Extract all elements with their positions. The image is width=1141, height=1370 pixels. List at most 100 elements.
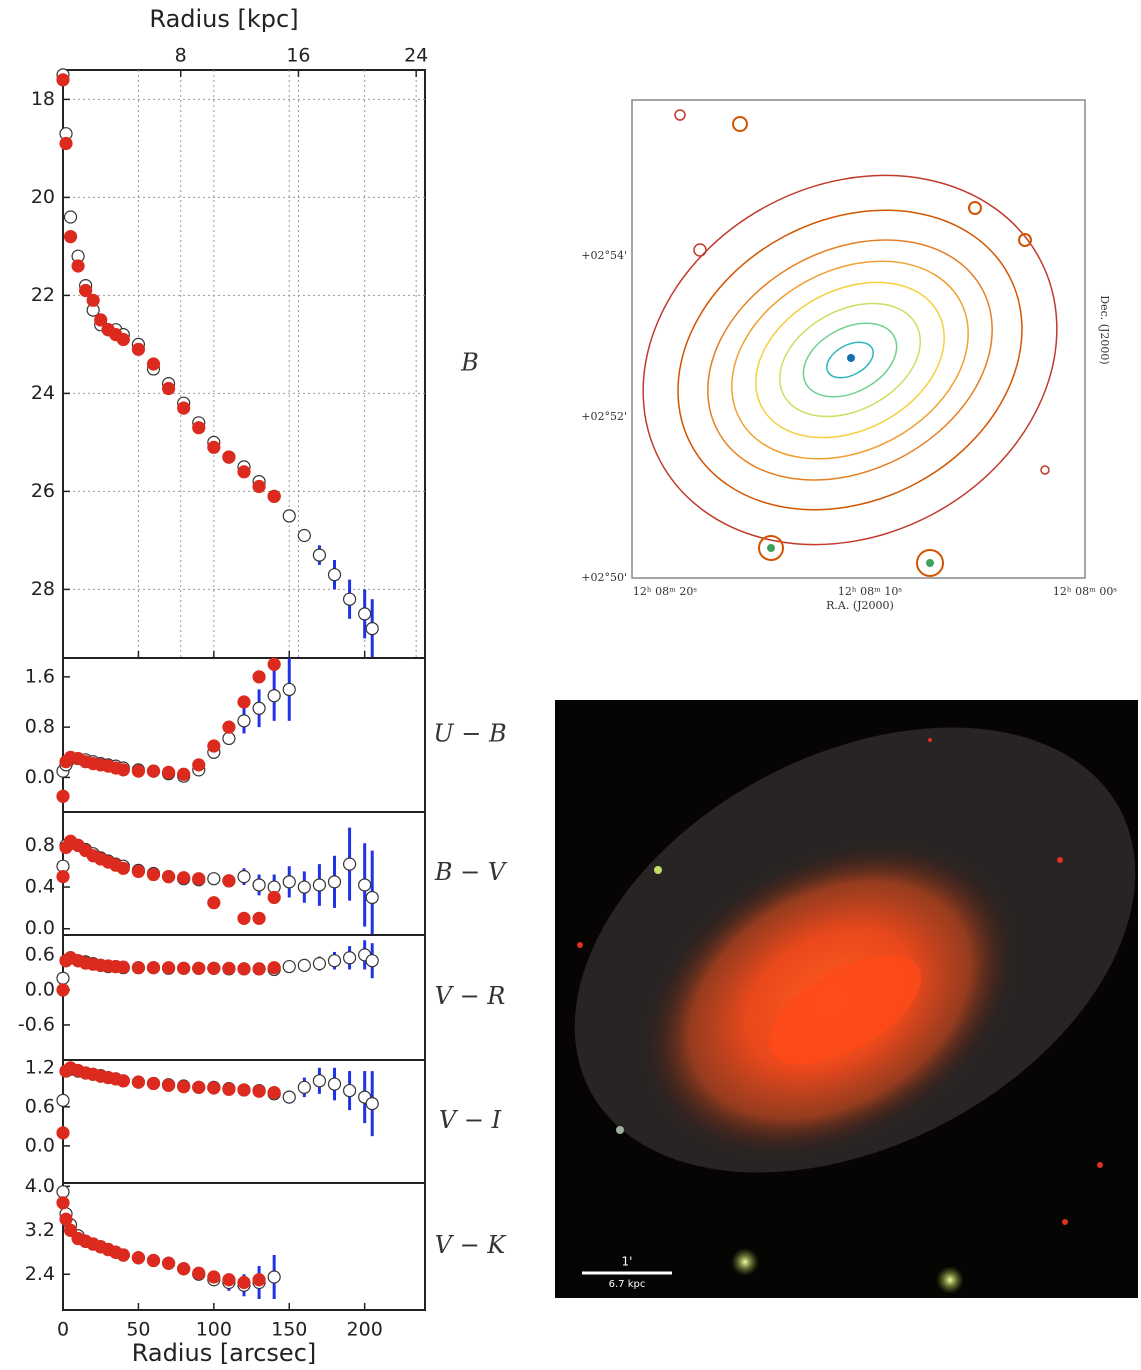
scale-label: 1' xyxy=(622,1255,633,1269)
data-point xyxy=(177,871,191,885)
contour-map xyxy=(631,99,1086,579)
data-point xyxy=(237,962,251,976)
data-point xyxy=(297,1080,311,1094)
data-point xyxy=(116,1074,130,1088)
x-axis-label: Radius [arcsec] xyxy=(132,1339,317,1367)
x-tick-label: 0 xyxy=(57,1319,69,1341)
data-point xyxy=(177,1262,191,1276)
data-point xyxy=(342,857,357,871)
y-tick-label: 1.6 xyxy=(25,665,55,687)
data-point xyxy=(237,714,251,728)
x-tick-label: 50 xyxy=(126,1319,150,1341)
data-point xyxy=(116,763,130,777)
data-point xyxy=(327,1077,342,1091)
data-point xyxy=(161,1078,176,1092)
data-point xyxy=(342,592,357,606)
y-tick-label: 26 xyxy=(31,480,55,502)
data-point xyxy=(207,1081,221,1095)
data-point xyxy=(116,1248,130,1262)
dec-tick-label: +02°52' xyxy=(581,410,627,423)
data-point xyxy=(267,689,281,703)
data-point xyxy=(237,1275,251,1290)
data-point xyxy=(282,875,296,889)
data-point xyxy=(146,867,161,882)
data-point xyxy=(192,758,206,772)
data-point xyxy=(56,1185,70,1199)
data-point xyxy=(282,509,296,523)
data-point xyxy=(297,880,311,894)
data-point xyxy=(252,911,266,925)
ra-tick-label: 12ʰ 08ᵐ 20ˢ xyxy=(633,585,697,598)
data-point xyxy=(267,489,281,503)
data-point xyxy=(94,313,108,327)
dec-tick-label: +02°54' xyxy=(581,249,627,262)
y-tick-label: 4.0 xyxy=(25,1175,55,1197)
data-point xyxy=(365,954,379,968)
y-tick-label: 0.8 xyxy=(25,834,55,856)
y-tick-label: 0.0 xyxy=(25,978,55,1000)
data-point xyxy=(131,764,146,778)
data-point xyxy=(161,870,176,884)
y-tick-label: 0.8 xyxy=(25,716,55,738)
data-point xyxy=(267,890,281,905)
data-point xyxy=(161,381,176,396)
ra-label: R.A. (J2000) xyxy=(826,599,894,612)
data-point xyxy=(358,607,372,621)
data-point xyxy=(59,136,73,151)
y-tick-label: 0.6 xyxy=(25,943,55,965)
panel-frame xyxy=(62,657,426,813)
data-point xyxy=(161,765,176,780)
data-point xyxy=(207,961,221,975)
data-point xyxy=(161,1256,176,1270)
data-point xyxy=(267,1270,281,1284)
scale-sublabel: 6.7 kpc xyxy=(609,1279,646,1290)
data-point xyxy=(131,342,146,356)
y-tick-label: 0.0 xyxy=(25,1134,55,1156)
data-point xyxy=(192,961,206,975)
panel-label: V − I xyxy=(439,1106,502,1134)
data-point xyxy=(365,621,379,636)
data-point xyxy=(327,568,342,582)
data-point xyxy=(86,293,100,307)
data-point xyxy=(252,479,266,494)
data-point xyxy=(56,983,70,997)
data-point xyxy=(177,961,191,975)
data-point xyxy=(131,1251,146,1265)
data-point xyxy=(365,890,379,905)
data-point xyxy=(282,1090,296,1104)
y-tick-label: 0.6 xyxy=(25,1095,55,1117)
data-point xyxy=(312,957,327,971)
data-point xyxy=(312,878,327,892)
x2-tick-label: 24 xyxy=(404,45,428,67)
data-point xyxy=(267,657,281,671)
data-point xyxy=(131,864,146,879)
data-point xyxy=(222,1273,236,1287)
data-point xyxy=(342,951,357,965)
data-point xyxy=(192,1080,206,1094)
data-point xyxy=(192,872,206,886)
data-point xyxy=(365,1097,379,1111)
y-tick-label: 22 xyxy=(31,284,55,306)
data-point xyxy=(297,958,311,972)
data-point xyxy=(56,1196,70,1210)
data-point xyxy=(192,421,206,435)
dec-label: Dec. (J2000) xyxy=(1098,295,1111,364)
y-tick-label: 3.2 xyxy=(25,1219,55,1241)
data-point xyxy=(312,548,327,562)
x-tick-label: 150 xyxy=(271,1319,307,1341)
data-point xyxy=(222,874,236,888)
data-point xyxy=(116,861,130,875)
data-point xyxy=(252,962,266,976)
data-point xyxy=(252,1084,266,1098)
data-point xyxy=(267,961,281,975)
data-point xyxy=(63,1223,78,1237)
data-point xyxy=(177,401,191,415)
x2-axis-label: Radius [kpc] xyxy=(149,5,298,33)
panel-label: V − R xyxy=(435,982,506,1010)
data-point xyxy=(56,73,70,87)
y-tick-label: -0.6 xyxy=(18,1013,55,1035)
data-point xyxy=(71,259,85,273)
ra-tick-label: 12ʰ 08ᵐ 00ˢ xyxy=(1053,585,1117,598)
data-point xyxy=(177,1080,191,1094)
